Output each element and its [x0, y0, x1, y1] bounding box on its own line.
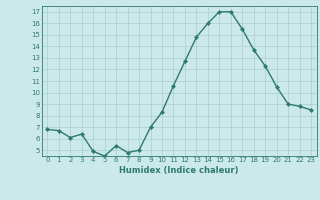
X-axis label: Humidex (Indice chaleur): Humidex (Indice chaleur)	[119, 166, 239, 175]
